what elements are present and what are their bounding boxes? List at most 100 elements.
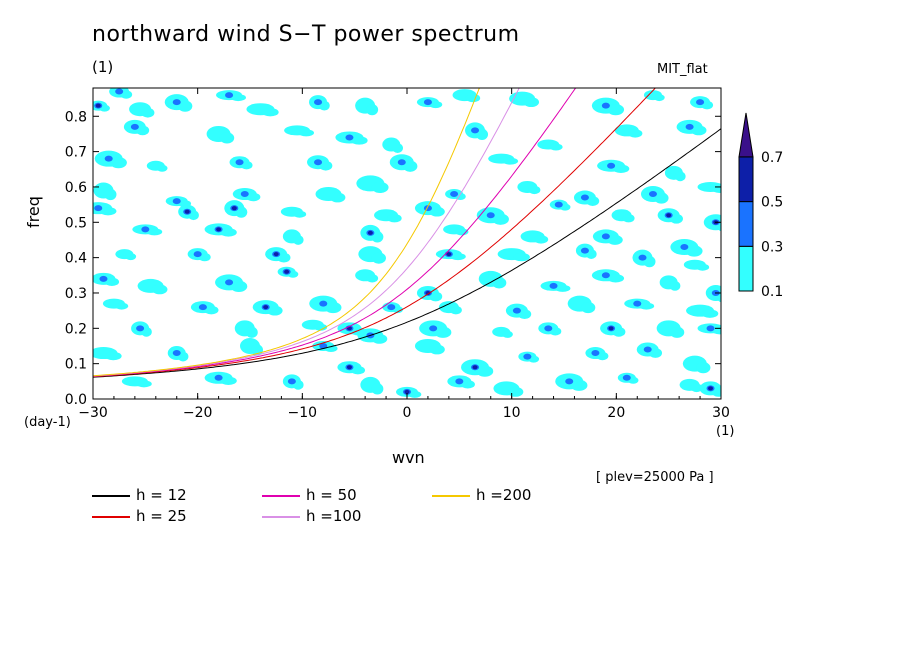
- contour-cell: [366, 104, 379, 116]
- contour-cell: [701, 100, 714, 110]
- legend-swatch: [262, 516, 300, 518]
- contour-cell: [476, 128, 489, 141]
- contour-cell: [319, 342, 328, 349]
- contour-cell: [580, 194, 589, 201]
- contour-cell: [696, 362, 711, 374]
- contour-cell: [622, 374, 631, 381]
- legend-swatch: [92, 495, 130, 497]
- contour-cell: [146, 228, 163, 236]
- dispersion-curve: [93, 88, 577, 377]
- contour-cell: [580, 301, 596, 314]
- contour-cell: [404, 389, 410, 394]
- contour-cell: [446, 252, 452, 257]
- contour-cell: [371, 181, 389, 194]
- contour-cell: [136, 325, 145, 332]
- legend-label: h = 25: [136, 507, 187, 525]
- contour-cell: [696, 99, 705, 106]
- contour-cell: [387, 214, 402, 223]
- contour-cell: [204, 305, 219, 315]
- contour-cell: [429, 101, 443, 109]
- contour-cell: [115, 302, 129, 310]
- contour-cell: [219, 132, 235, 144]
- contour-cell: [151, 284, 168, 295]
- y-tick-label: 0.6: [65, 180, 87, 196]
- contour-cell: [104, 188, 117, 201]
- contour-cell: [491, 277, 507, 289]
- model-label: MIT_flat: [657, 62, 708, 77]
- contour-cell: [130, 123, 139, 130]
- contour-cell: [225, 92, 234, 99]
- contour-cell: [329, 192, 346, 203]
- contour-cell: [643, 256, 656, 268]
- contour-cell: [220, 228, 237, 237]
- contour-cell: [324, 344, 338, 352]
- contour-cell: [371, 231, 384, 243]
- contour-cell: [701, 309, 719, 318]
- contour-cell: [156, 164, 168, 172]
- contour-cell: [533, 235, 549, 244]
- contour-cell: [235, 206, 248, 218]
- contour-cell: [292, 210, 307, 218]
- x-tick-label: 20: [607, 405, 625, 421]
- contour-cell: [622, 214, 635, 223]
- x-tick-label: −30: [78, 405, 108, 421]
- legend-label: h = 12: [136, 486, 187, 504]
- x-tick-label: 0: [403, 405, 412, 421]
- contour-cell: [669, 280, 681, 291]
- y-tick-label: 0.2: [65, 321, 87, 337]
- contour-cell: [434, 326, 452, 338]
- contour-cell: [104, 277, 120, 287]
- contour-cell: [314, 99, 323, 106]
- contour-cell: [225, 279, 234, 286]
- contour-cell: [263, 305, 269, 310]
- contour-cell: [245, 192, 261, 202]
- contour-cell: [596, 351, 609, 361]
- contour-cell: [120, 90, 133, 99]
- contour-cell: [172, 99, 181, 106]
- contour-cell: [423, 99, 432, 106]
- contour-cell: [507, 386, 524, 397]
- contour-cell: [230, 94, 246, 102]
- x-tick-label: −10: [288, 405, 318, 421]
- contour-cell: [549, 282, 558, 289]
- contour-cell: [366, 274, 379, 283]
- contour-cell: [216, 227, 222, 232]
- contour-cell: [580, 247, 589, 254]
- legend-label: h =200: [476, 486, 532, 504]
- y-tick-label: 0.0: [65, 392, 87, 408]
- contour-cell: [648, 348, 663, 358]
- contour-cell: [690, 125, 707, 136]
- colorbar: 0.1 0.3 0.5 0.7: [738, 112, 783, 300]
- contour-cell: [429, 291, 443, 302]
- legend-swatch: [92, 516, 130, 518]
- contour-cell: [193, 251, 202, 258]
- contour-cell: [653, 94, 665, 102]
- contour-cell: [638, 302, 655, 310]
- legend-label: h =100: [306, 507, 362, 525]
- contour-cell: [492, 213, 509, 225]
- contour-cell: [565, 378, 574, 385]
- x-axis-label: wvn: [392, 448, 425, 467]
- contour-cell: [284, 269, 290, 274]
- contour-cell: [695, 263, 710, 271]
- contour-cell: [554, 201, 563, 208]
- contour-cell: [554, 284, 571, 292]
- contour-cell: [586, 196, 600, 206]
- x-axis-unit: (1): [716, 424, 735, 439]
- legend-swatch: [262, 495, 300, 497]
- contour-cell: [425, 290, 431, 295]
- colorbar-segment: [738, 201, 754, 247]
- contour-cell: [523, 353, 532, 360]
- contour-cell: [449, 305, 462, 315]
- contour-cell: [371, 383, 384, 395]
- contour-cell: [287, 378, 296, 385]
- contour-cell: [371, 252, 386, 264]
- contour-cell: [235, 159, 244, 166]
- contour-cell: [612, 164, 630, 173]
- contour-cell: [319, 160, 333, 171]
- contour-cell: [110, 157, 127, 169]
- contour-cell: [136, 380, 152, 388]
- colorbar-label: 0.5: [761, 195, 783, 211]
- contour-cell: [601, 102, 610, 109]
- dispersion-curve: [93, 88, 480, 377]
